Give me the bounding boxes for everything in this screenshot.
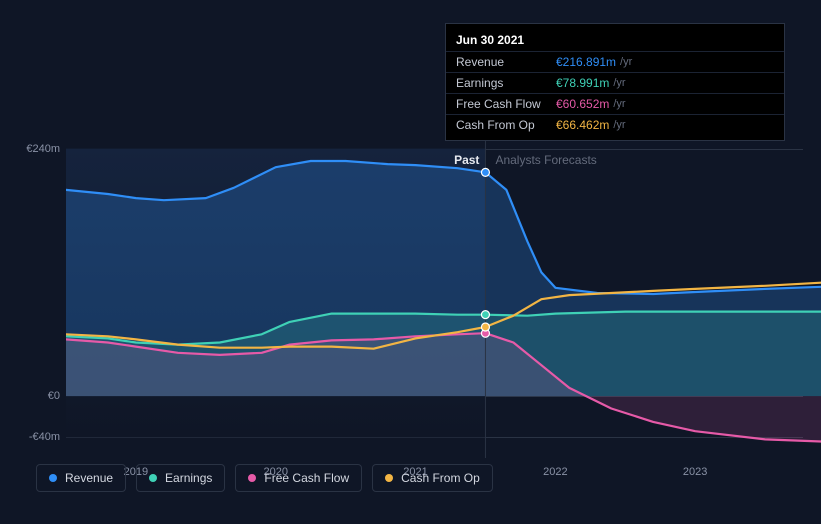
tooltip-row-unit: /yr (613, 119, 625, 131)
chart-plot[interactable] (66, 128, 821, 458)
tooltip-rows: Revenue€216.891m/yrEarnings€78.991m/yrFr… (446, 51, 784, 135)
tooltip-row-label: Cash From Op (456, 118, 556, 132)
tooltip-row-unit: /yr (613, 77, 625, 89)
tooltip-row-value: €78.991m (556, 76, 609, 90)
tooltip-row-label: Earnings (456, 76, 556, 90)
y-tick-label: €0 (20, 390, 60, 402)
tooltip-row: Revenue€216.891m/yr (446, 51, 784, 72)
legend-dot-icon (248, 474, 256, 482)
tooltip-row-value: €60.652m (556, 97, 609, 111)
legend-dot-icon (49, 474, 57, 482)
legend-item-label: Free Cash Flow (264, 471, 349, 485)
tooltip-row-label: Free Cash Flow (456, 97, 556, 111)
legend-item-label: Earnings (165, 471, 212, 485)
tooltip-row-unit: /yr (620, 56, 632, 68)
tooltip-row-label: Revenue (456, 55, 556, 69)
x-tick-label: 2022 (543, 466, 567, 478)
financial-chart: Jun 30 2021 Revenue€216.891m/yrEarnings€… (18, 18, 803, 506)
legend-item-label: Revenue (65, 471, 113, 485)
tooltip-row-value: €66.462m (556, 118, 609, 132)
chart-legend: Revenue Earnings Free Cash Flow Cash From O… (36, 464, 493, 492)
section-label-past: Past (454, 153, 479, 167)
tooltip-row: Cash From Op€66.462m/yr (446, 114, 784, 135)
x-tick-label: 2023 (683, 466, 707, 478)
tooltip-row: Free Cash Flow€60.652m/yr (446, 93, 784, 114)
legend-item-cfop[interactable]: Cash From Op (372, 464, 493, 492)
chart-tooltip: Jun 30 2021 Revenue€216.891m/yrEarnings€… (445, 23, 785, 141)
legend-item-fcf[interactable]: Free Cash Flow (235, 464, 362, 492)
legend-item-revenue[interactable]: Revenue (36, 464, 126, 492)
section-label-forecast: Analysts Forecasts (495, 153, 596, 167)
y-tick-label: €240m (20, 143, 60, 155)
y-tick-label: -€40m (20, 431, 60, 443)
tooltip-row-value: €216.891m (556, 55, 616, 69)
tooltip-row: Earnings€78.991m/yr (446, 72, 784, 93)
legend-dot-icon (149, 474, 157, 482)
legend-item-label: Cash From Op (401, 471, 480, 485)
tooltip-row-unit: /yr (613, 98, 625, 110)
legend-dot-icon (385, 474, 393, 482)
legend-item-earnings[interactable]: Earnings (136, 464, 225, 492)
tooltip-date: Jun 30 2021 (446, 29, 784, 51)
